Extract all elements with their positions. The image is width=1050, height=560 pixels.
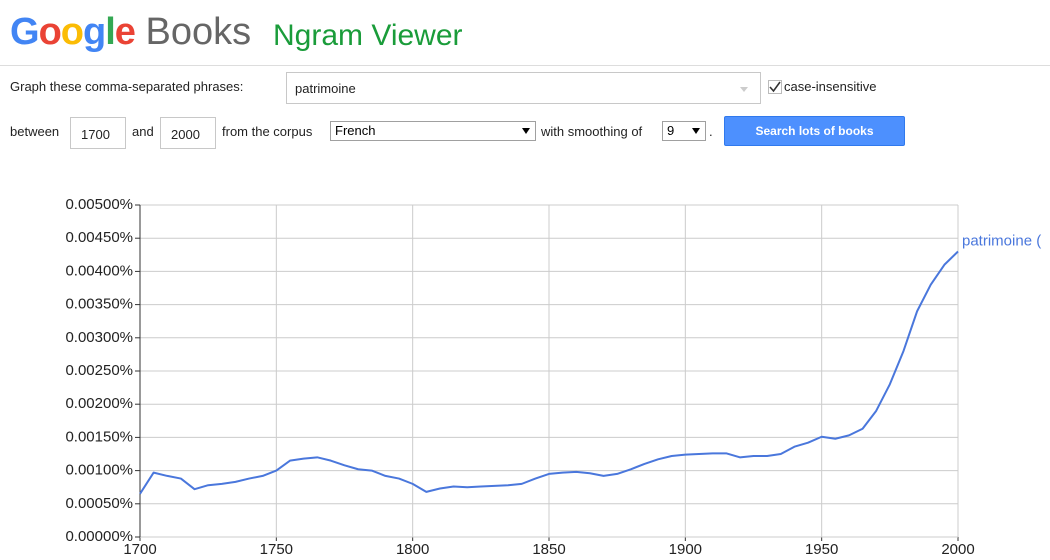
logo-letter: l — [105, 11, 116, 53]
checkbox[interactable] — [768, 80, 782, 94]
google-logo: Google — [10, 11, 136, 53]
end-year: 2000 — [171, 127, 200, 142]
x-tick-label: 1950 — [805, 541, 838, 558]
smoothing-value: 9 — [667, 123, 675, 138]
select-arrow — [522, 128, 530, 134]
case-label: case-insensitive — [784, 79, 877, 94]
app-title: Ngram Viewer — [273, 19, 463, 52]
smoothing-select[interactable]: 9 — [662, 121, 706, 141]
x-tick-label: 1750 — [260, 541, 293, 558]
logo-letter: g — [83, 11, 106, 53]
divider — [0, 65, 1050, 66]
between-label: between — [10, 124, 60, 139]
chart: 1700 1750 1800 1850 1900 1950 2000 0.00000% 0.00… — [65, 196, 1041, 558]
end-year-input[interactable]: 2000 — [160, 117, 216, 149]
y-tick-label: 0.00150% — [65, 428, 133, 445]
start-year: 1700 — [81, 127, 110, 142]
logo: Google Books — [10, 10, 251, 54]
and-label: and — [132, 124, 154, 139]
start-year-input[interactable]: 1700 — [70, 117, 126, 149]
phrases-label: Graph these comma-separated phrases: — [10, 79, 244, 94]
x-tick-label: 1850 — [532, 541, 565, 558]
phrases-input[interactable]: patrimoine — [286, 72, 761, 104]
phrases-value: patrimoine — [295, 81, 356, 96]
corpus-label: from the corpus — [222, 124, 313, 139]
y-tick-label: 0.00100% — [65, 462, 133, 479]
select-arrow — [692, 128, 700, 134]
logo-letter: G — [10, 11, 40, 53]
period: . — [709, 124, 713, 139]
x-tick-label: 1700 — [123, 541, 156, 558]
y-tick-label: 0.00500% — [65, 196, 133, 213]
y-tick-label: 0.00400% — [65, 262, 133, 279]
smoothing-label: with smoothing of — [541, 124, 643, 139]
logo-letter: o — [38, 11, 62, 53]
series-label: patrimoine ( — [962, 232, 1041, 249]
y-tick-label: 0.00050% — [65, 495, 133, 512]
x-tick-label: 1800 — [396, 541, 429, 558]
y-tick-label: 0.00000% — [65, 528, 133, 545]
logo-letter: o — [60, 11, 84, 53]
logo-letter: e — [114, 11, 136, 53]
x-tick-label: 1900 — [669, 541, 702, 558]
y-tick-label: 0.00200% — [65, 395, 133, 412]
y-tick-label: 0.00450% — [65, 229, 133, 246]
series-line — [139, 250, 959, 495]
product-name: Books — [145, 11, 252, 53]
search-button[interactable]: Search lots of books — [724, 116, 905, 146]
y-tick-label: 0.00350% — [65, 296, 133, 313]
x-tick-label: 2000 — [941, 541, 974, 558]
y-tick-label: 0.00250% — [65, 362, 133, 379]
corpus-select[interactable]: French — [330, 121, 536, 141]
y-tick-label: 0.00300% — [65, 329, 133, 346]
dropdown-arrow — [740, 87, 748, 92]
corpus-value: French — [335, 123, 376, 138]
